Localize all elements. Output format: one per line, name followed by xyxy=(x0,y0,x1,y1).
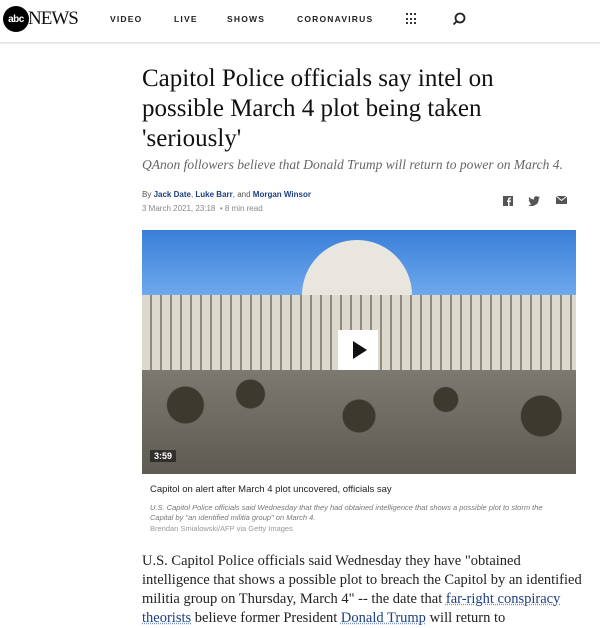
author-link[interactable]: Morgan Winsor xyxy=(252,190,311,199)
author-link[interactable]: Luke Barr xyxy=(195,190,233,199)
email-icon[interactable] xyxy=(556,196,567,204)
twitter-icon[interactable] xyxy=(528,196,540,206)
byline: By Jack Date, Luke Barr, and Morgan Wins… xyxy=(142,190,311,199)
play-icon xyxy=(352,341,367,359)
article-body: U.S. Capitol Police officials said Wedne… xyxy=(142,553,582,626)
nav-live[interactable]: LIVE xyxy=(174,14,198,24)
image-credit: Brendan Smialowski/AFP via Getty Images xyxy=(150,524,293,533)
nav-coronavirus[interactable]: CORONAVIRUS xyxy=(297,14,374,24)
search-icon[interactable] xyxy=(452,12,466,26)
abc-news-logo[interactable]: abc NEWS xyxy=(3,6,79,32)
author-link[interactable]: Jack Date xyxy=(153,190,191,199)
publish-date: 3 March 2021, 23:18 xyxy=(142,204,216,213)
video-player[interactable]: 3:59 xyxy=(142,230,576,474)
logo-mark: abc xyxy=(3,6,29,32)
menu-grid-icon[interactable] xyxy=(406,13,418,25)
facebook-icon[interactable] xyxy=(503,196,513,206)
image-caption: U.S. Capitol Police officials said Wedne… xyxy=(150,503,543,522)
nav-video[interactable]: VIDEO xyxy=(110,14,143,24)
nav-shows[interactable]: SHOWS xyxy=(227,14,266,24)
video-duration: 3:59 xyxy=(150,450,177,462)
video-title: Capitol on alert after March 4 plot unco… xyxy=(150,484,392,495)
subheadline: QAnon followers believe that Donald Trum… xyxy=(142,157,563,172)
play-button[interactable] xyxy=(338,330,378,370)
headline: Capitol Police officials say intel on po… xyxy=(142,65,494,152)
trump-link[interactable]: Donald Trump xyxy=(340,610,426,626)
publish-info: 3 March 2021, 23:18 • 8 min read xyxy=(142,204,263,213)
site-header: abc NEWS VIDEO LIVE SHOWS CORONAVIRUS xyxy=(0,0,600,44)
logo-text: NEWS xyxy=(28,8,79,29)
read-time: 8 min read xyxy=(224,204,263,213)
